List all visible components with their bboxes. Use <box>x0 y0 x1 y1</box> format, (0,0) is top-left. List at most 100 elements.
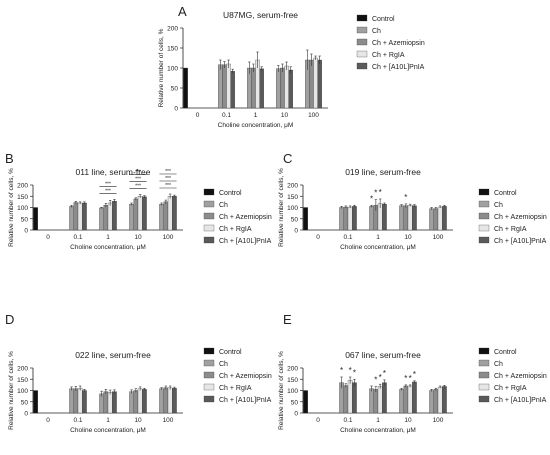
bar <box>77 388 83 414</box>
x-tick-label: 100 <box>163 417 174 424</box>
bar <box>313 57 318 109</box>
bar <box>163 201 169 231</box>
bar <box>403 385 409 414</box>
significance-marker: * <box>404 374 407 383</box>
bar <box>77 202 83 231</box>
y-tick-label: 50 <box>21 399 29 406</box>
legend-swatch <box>203 200 215 208</box>
significance-marker: * <box>340 366 343 375</box>
legend-swatch <box>478 236 490 244</box>
chart-title: U87MG, serum-free <box>223 10 298 20</box>
legend-label: Ch <box>494 202 503 209</box>
y-tick-label: 0 <box>294 411 298 418</box>
x-tick-label: 10 <box>281 112 289 119</box>
bar <box>347 380 353 414</box>
significance-marker: *** <box>165 176 171 182</box>
legend-label: Ch <box>219 202 228 209</box>
bar <box>288 69 293 109</box>
panel-letter: B <box>5 151 14 166</box>
y-tick-label: 150 <box>287 194 298 201</box>
x-tick-label: 0 <box>46 234 50 241</box>
x-tick-label: 0 <box>316 417 320 424</box>
bar <box>347 206 353 231</box>
bar <box>159 203 164 231</box>
x-tick-label: 1 <box>106 234 110 241</box>
legend-label: Control <box>494 190 517 197</box>
chart-title: 067 line, serum-free <box>345 350 421 360</box>
legend-label: Ch + [A10L]PnIA <box>494 238 547 245</box>
y-tick-label: 100 <box>17 205 28 212</box>
legend-label: Ch <box>372 28 381 35</box>
bar <box>69 388 74 414</box>
legend-swatch <box>478 200 490 208</box>
bar <box>230 71 235 109</box>
panel-letter: C <box>283 151 292 166</box>
legend-label: Control <box>219 349 242 356</box>
y-tick-label: 200 <box>167 26 178 33</box>
legend-label: Control <box>494 349 517 356</box>
legend-swatch <box>478 371 490 379</box>
y-tick-label: 0 <box>294 228 298 235</box>
bar <box>112 201 117 231</box>
y-axis-label: Relative number of cells, % <box>278 351 285 430</box>
bar <box>407 205 413 231</box>
panel-letter: D <box>5 312 14 327</box>
y-tick-label: 150 <box>17 194 28 201</box>
bar <box>412 381 417 414</box>
bar <box>33 390 38 414</box>
y-tick-label: 150 <box>167 46 178 53</box>
bar <box>412 205 417 231</box>
legend-swatch <box>356 14 368 22</box>
y-axis-label: Relative number of cells, % <box>278 168 285 247</box>
bar <box>99 207 104 231</box>
significance-marker: *** <box>135 169 141 175</box>
bar <box>442 206 447 231</box>
bar <box>429 390 434 414</box>
significance-marker: * <box>349 366 352 375</box>
legend-label: Ch + Azemiopsin <box>219 214 272 221</box>
bar <box>167 196 173 231</box>
y-tick-label: 150 <box>17 377 28 384</box>
bar <box>369 206 374 231</box>
significance-marker: * <box>379 188 382 197</box>
legend-swatch <box>356 62 368 70</box>
bar <box>373 389 379 414</box>
bar <box>276 68 281 109</box>
x-axis-label: Choline concentration, μM <box>218 122 294 129</box>
significance-marker: * <box>353 368 356 377</box>
legend-label: Ch + [A10L]PnIA <box>219 238 272 245</box>
significance-marker: * <box>413 370 416 379</box>
bar <box>137 196 143 231</box>
bar <box>429 208 434 231</box>
bar <box>433 389 439 414</box>
bar <box>251 67 256 109</box>
y-tick-label: 50 <box>291 399 299 406</box>
bar <box>172 196 177 231</box>
x-tick-label: 1 <box>106 417 110 424</box>
x-tick-label: 100 <box>163 234 174 241</box>
legend-swatch <box>203 212 215 220</box>
bar <box>339 207 344 231</box>
x-tick-label: 0 <box>316 234 320 241</box>
legend-swatch <box>203 347 215 355</box>
bar <box>309 59 314 109</box>
bar <box>403 205 409 231</box>
chart-title: 019 line, serum-free <box>345 167 421 177</box>
legend-label: Ch + RgIA <box>372 52 405 59</box>
y-axis-label: Relative number of cells, % <box>158 28 165 107</box>
bar <box>142 389 147 414</box>
bar <box>437 386 443 414</box>
x-tick-label: 0.1 <box>343 417 352 424</box>
legend-label: Ch + RgIA <box>219 226 252 233</box>
legend-label: Ch + RgIA <box>494 385 527 392</box>
bar <box>167 387 173 414</box>
x-axis-label: Choline concentration, μM <box>70 427 146 434</box>
significance-marker: * <box>383 369 386 378</box>
y-tick-label: 50 <box>21 216 29 223</box>
legend-swatch <box>203 236 215 244</box>
bar <box>284 65 289 109</box>
